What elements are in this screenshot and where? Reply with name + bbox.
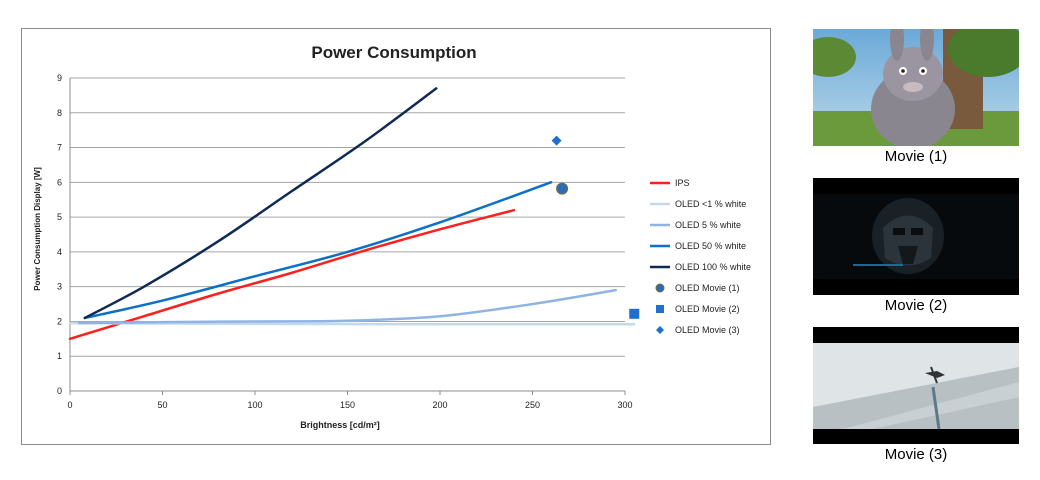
axis-layer: 0 1 2 3 4 5 6 7 8 9 0 50 100 150 200 250 300 (57, 73, 633, 410)
y-tick-label: 1 (57, 351, 62, 361)
legend-label-oled-movie-1: OLED Movie (1) (675, 283, 740, 293)
movie-2-label: Movie (2) (884, 297, 948, 314)
data-point-oled-movie-3 (551, 135, 562, 146)
x-tick-label: 150 (340, 400, 355, 410)
chart-frame: Power Consumption 0 1 2 3 4 5 6 7 8 9 0 50 100 150 200… (21, 28, 771, 445)
legend-label-oled-1-white: OLED <1 % white (675, 199, 746, 209)
series-line-oled-5-white (78, 288, 617, 325)
dark-helmet-scene-image (813, 178, 1019, 295)
legend-label-ips: IPS (675, 178, 690, 188)
y-tick-label: 2 (57, 316, 62, 326)
series-line-oled-50-white (83, 181, 553, 320)
chart-title: Power Consumption (311, 43, 476, 62)
y-tick-label: 7 (57, 143, 62, 153)
x-tick-label: 300 (617, 400, 632, 410)
legend: IPS OLED <1 % white OLED 5 % white OLED 50 … (650, 178, 751, 335)
y-tick-label: 0 (57, 386, 62, 396)
y-tick-label: 6 (57, 177, 62, 187)
legend-swatch-oled-movie-3 (656, 326, 664, 334)
animated-rabbit-scene-image (813, 29, 1019, 146)
movie-2-thumbnail (813, 178, 1019, 295)
y-tick-label: 8 (57, 108, 62, 118)
movie-3-label: Movie (3) (884, 446, 948, 463)
data-point-oled-movie-2 (629, 308, 640, 319)
x-tick-label: 200 (432, 400, 447, 410)
legend-label-oled-movie-3: OLED Movie (3) (675, 325, 740, 335)
series-line-oled-100-white (83, 87, 438, 320)
power-consumption-chart: Power Consumption 0 1 2 3 4 5 6 7 8 9 0 50 100 150 200… (33, 43, 751, 430)
y-tick-label: 9 (57, 73, 62, 83)
legend-swatch-oled-movie-2 (656, 305, 664, 313)
y-axis-label: Power Consumption Display [W] (33, 167, 42, 291)
legend-label-oled-100-white: OLED 100 % white (675, 262, 751, 272)
aircraft-sky-scene-image (813, 327, 1019, 444)
legend-label-oled-movie-2: OLED Movie (2) (675, 304, 740, 314)
y-tick-label: 5 (57, 212, 62, 222)
x-tick-label: 0 (67, 400, 72, 410)
movie-1-label: Movie (1) (884, 148, 948, 165)
legend-swatch-oled-movie-1 (655, 283, 665, 293)
legend-label-oled-50-white: OLED 50 % white (675, 241, 746, 251)
x-tick-label: 250 (525, 400, 540, 410)
movie-1-thumbnail (813, 29, 1019, 146)
x-tick-label: 50 (157, 400, 167, 410)
movie-3-thumbnail (813, 327, 1019, 444)
series-layer (68, 87, 640, 341)
y-tick-label: 4 (57, 247, 62, 257)
x-tick-label: 100 (247, 400, 262, 410)
legend-label-oled-5-white: OLED 5 % white (675, 220, 741, 230)
x-axis-label: Brightness [cd/m²] (300, 420, 380, 430)
series-line-ips (68, 208, 516, 341)
y-tick-label: 3 (57, 282, 62, 292)
data-point-oled-movie-1 (556, 182, 569, 195)
